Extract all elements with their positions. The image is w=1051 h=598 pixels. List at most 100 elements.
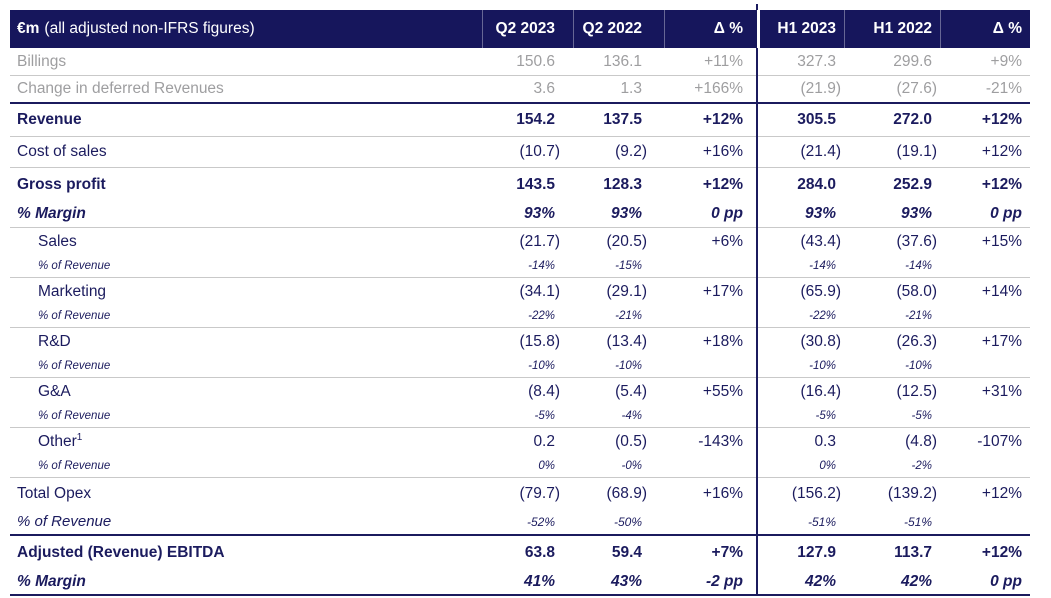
cell-value: +16% [702,484,743,502]
cell-value: 137.5 [603,111,642,128]
cell-value: 0 pp [711,205,743,222]
cell-value: 93% [610,205,642,222]
cell-value: 272.0 [893,111,932,128]
cell-value: (21.4) [800,143,842,160]
cell-value: +12% [981,543,1022,561]
cell-value: 128.3 [603,175,642,193]
cell-value: 63.8 [524,543,555,561]
cell-value: +166% [694,80,743,97]
cell-value: -51% [807,514,836,529]
financial-results-table: €m (all adjusted non-IFRS figures) Q2 20… [10,10,1030,596]
cell-value: -14% [809,260,836,272]
table-row: Change in deferred Revenues 3.6 1.3 +166% (2… [10,76,1030,104]
cell-value: -107% [977,432,1022,450]
row-label: Gross profit [17,175,106,193]
table-row: Sales (21.7) (20.5) +6% (43.4) (37.6) +15% [10,228,1030,255]
row-label: % of Revenue [38,310,111,322]
cell-value: +12% [702,175,743,193]
table-row: Other1 0.2 (0.5) -143% 0.3 (4.8) -107% [10,428,1030,455]
cell-value: (9.2) [615,143,647,160]
cell-value: 299.6 [893,52,932,70]
row-label: R&D [38,332,71,350]
table-row: R&D (15.8) (13.4) +18% (30.8) (26.3) +17% [10,328,1030,355]
cell-value: (21.7) [519,232,561,250]
cell-value: 143.5 [516,175,555,193]
cell-value: 41% [523,572,555,590]
cell-value: (139.2) [887,484,937,502]
cell-value: 43% [610,572,642,590]
column-header-h1-2023: H1 2023 [757,10,844,48]
row-label: Sales [38,232,77,250]
cell-value: 154.2 [516,111,555,128]
row-label: Change in deferred Revenues [17,80,224,97]
cell-value: (156.2) [791,484,841,502]
cell-value: -52% [526,514,555,529]
row-label: Adjusted (Revenue) EBITDA [17,543,225,561]
cell-value: (15.8) [519,332,561,350]
cell-value: +11% [704,52,743,70]
cell-value: (26.3) [896,332,938,350]
table-row: % of Revenue -14% -15% -14% -14% [10,255,1030,278]
cell-value: (30.8) [800,332,842,350]
cell-value: (20.5) [606,232,648,250]
table-row: Cost of sales (10.7) (9.2) +16% (21.4) (19.1)… [10,137,1030,168]
cell-value: -10% [905,360,932,372]
cell-value: -143% [698,432,743,450]
cell-value: +17% [702,282,743,300]
cell-value: (34.1) [519,282,561,300]
cell-value: 0.2 [533,432,555,450]
cell-value: (8.4) [528,382,560,400]
cell-value: 136.1 [603,52,642,70]
cell-value: (27.6) [896,80,938,97]
table-row: % of Revenue -5% -4% -5% -5% [10,405,1030,428]
cell-value: 3.6 [533,80,555,97]
cell-value: 42% [804,572,836,590]
cell-value: 327.3 [797,52,836,70]
footnote-marker: 1 [76,431,83,443]
cell-value: 93% [804,205,836,222]
cell-value: 59.4 [611,543,642,561]
row-label: % Margin [17,572,86,590]
cell-value: +16% [702,143,743,160]
cell-value: -2 pp [705,572,743,590]
cell-value: (0.5) [615,432,647,450]
cell-value: -10% [615,360,642,372]
cell-value: (43.4) [800,232,842,250]
cell-value: 252.9 [893,175,932,193]
cell-value: -2% [911,460,932,472]
cell-value: (4.8) [905,432,937,450]
table-row: % of Revenue -52% -50% -51% -51% [10,509,1030,536]
cell-value: +6% [711,232,743,250]
cell-value: +17% [981,332,1022,350]
cell-value: +9% [990,52,1022,70]
column-header-delta-h1: Δ % [940,10,1030,48]
cell-value: (10.7) [519,143,561,160]
table-row: % of Revenue -10% -10% -10% -10% [10,355,1030,378]
column-header-delta-q2: Δ % [664,10,757,48]
cell-value: 284.0 [797,175,836,193]
cell-value: (16.4) [800,382,842,400]
cell-value: 93% [523,205,555,222]
group-divider-line [756,48,758,596]
cell-value: +31% [981,382,1022,400]
table-row: Total Opex (79.7) (68.9) +16% (156.2) (139.2)… [10,478,1030,509]
cell-value: -50% [613,514,642,529]
cell-value: (58.0) [896,282,938,300]
cell-value: (13.4) [606,332,648,350]
table-row: % Margin 41% 43% -2 pp 42% 42% 0 pp [10,569,1030,596]
table-row: % of Revenue 0% -0% 0% -2% [10,455,1030,478]
unit-subtitle: (all adjusted non-IFRS figures) [44,20,255,37]
table-body: Billings 150.6 136.1 +11% 327.3 299.6 +9% Chang… [10,48,1030,596]
cell-value: -15% [615,260,642,272]
cell-value: +12% [981,111,1022,128]
column-header-q2-2022: Q2 2022 [573,10,664,48]
cell-value: -51% [903,514,932,529]
cell-value: (65.9) [800,282,842,300]
cell-value: (79.7) [519,484,561,502]
cell-value: -14% [905,260,932,272]
row-label: % Margin [17,205,86,222]
cell-value: (37.6) [896,232,938,250]
table-row: Marketing (34.1) (29.1) +17% (65.9) (58.0) +14… [10,278,1030,305]
row-label: % of Revenue [38,360,111,372]
